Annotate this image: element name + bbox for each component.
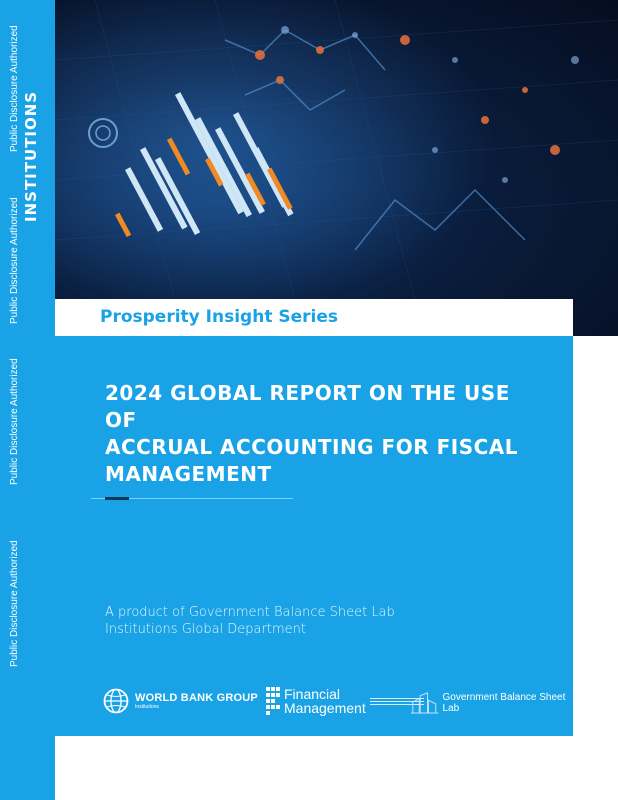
report-title: 2024 GLOBAL REPORT ON THE USE OF ACCRUAL… — [105, 380, 545, 488]
grid-icon — [266, 687, 280, 715]
title-line: ACCRUAL ACCOUNTING FOR FISCAL — [105, 435, 518, 459]
disclosure-label: Public Disclosure Authorized — [9, 197, 20, 324]
data-visual-illustration — [55, 0, 618, 336]
world-bank-logo: WORLD BANK GROUP Institutions — [103, 688, 258, 714]
disclosure-label: Public Disclosure Authorized — [9, 25, 20, 152]
product-credit: A product of Government Balance Sheet La… — [105, 604, 395, 638]
cover-panel: 2024 GLOBAL REPORT ON THE USE OF ACCRUAL… — [55, 336, 573, 736]
disclosure-label: Public Disclosure Authorized — [9, 358, 20, 485]
globe-icon — [103, 688, 129, 714]
gbs-lab-logo: Government Balance Sheet Lab — [411, 690, 573, 716]
building-icon — [411, 692, 439, 714]
spine-title: INSTITUTIONS — [22, 90, 40, 222]
logo-text: Financial — [284, 686, 341, 702]
series-label: Prosperity Insight Series — [100, 307, 338, 327]
logo-text: Government Balance Sheet Lab — [442, 692, 566, 714]
credit-line: A product of Government Balance Sheet La… — [105, 605, 395, 620]
spine: Public Disclosure Authorized Public Disc… — [0, 0, 55, 800]
title-line: 2024 GLOBAL REPORT ON THE USE OF — [105, 381, 510, 432]
title-line: MANAGEMENT — [105, 462, 272, 486]
series-banner: Prosperity Insight Series — [55, 299, 573, 336]
logo-text: Management — [284, 700, 366, 716]
divider — [91, 498, 293, 499]
hero-image — [55, 0, 618, 336]
logo-subtext: Institutions — [135, 704, 159, 710]
credit-line: Institutions Global Department — [105, 622, 306, 637]
financial-management-logo: Financial Management — [266, 687, 424, 715]
logo-text: WORLD BANK GROUP — [135, 692, 258, 704]
disclosure-label: Public Disclosure Authorized — [9, 540, 20, 667]
divider-accent — [105, 497, 129, 500]
logo-fineprint-graphic — [369, 696, 424, 707]
